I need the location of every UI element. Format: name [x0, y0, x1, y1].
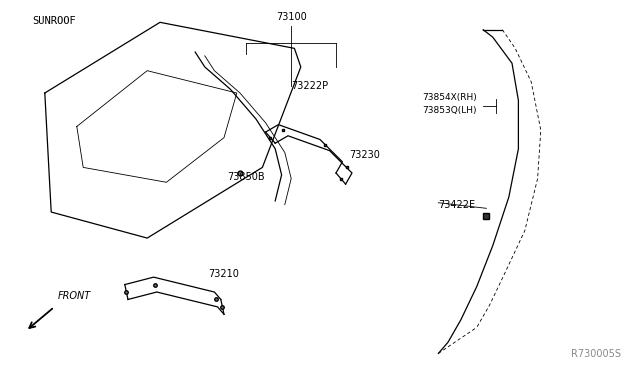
Text: 73100: 73100 — [276, 12, 307, 22]
Text: 73422E: 73422E — [438, 200, 476, 210]
Text: 73854X(RH): 73854X(RH) — [422, 93, 477, 102]
Text: SUNROOF: SUNROOF — [32, 16, 76, 26]
Text: 73853Q(LH): 73853Q(LH) — [422, 106, 477, 115]
Text: 73210: 73210 — [208, 269, 239, 279]
Text: FRONT: FRONT — [58, 291, 91, 301]
Text: 73230: 73230 — [349, 150, 380, 160]
Text: 73850B: 73850B — [227, 172, 265, 182]
Text: 73222P: 73222P — [291, 81, 328, 91]
Text: R730005S: R730005S — [571, 349, 621, 359]
